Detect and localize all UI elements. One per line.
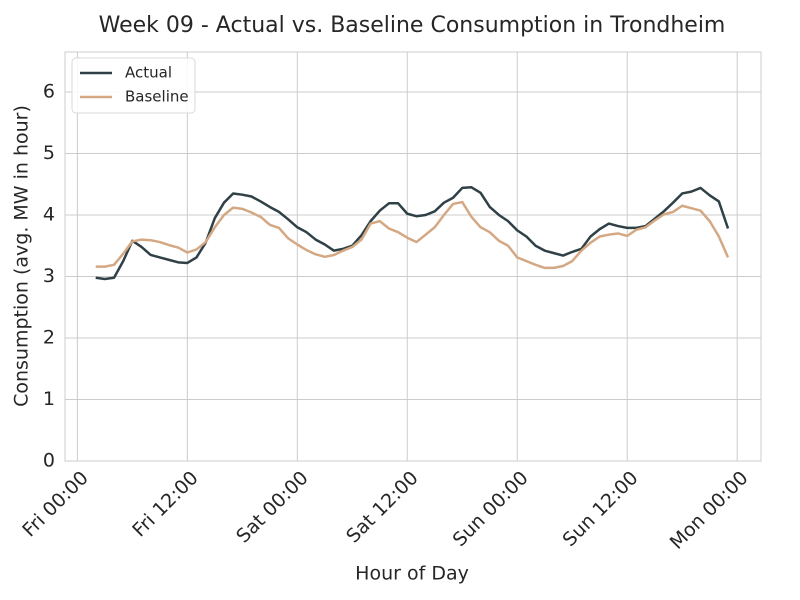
x-axis-label: Hour of Day (355, 563, 469, 585)
y-tick-label: 4 (43, 203, 55, 225)
x-tick-label: Sat 00:00 (232, 467, 313, 548)
x-tick-label: Mon 00:00 (666, 467, 753, 554)
x-tick-label: Sat 12:00 (342, 467, 423, 548)
y-tick-label: 5 (43, 142, 55, 164)
y-tick-label: 2 (43, 326, 55, 348)
line (95, 200, 730, 270)
plot-border (64, 51, 762, 462)
x-tick-label: Sun 00:00 (449, 467, 533, 551)
y-tick-label: 3 (43, 265, 55, 287)
y-tick-label: 1 (43, 388, 55, 410)
chart-title: Week 09 - Actual vs. Baseline Consumptio… (99, 13, 726, 38)
legend-label: Actual (125, 64, 172, 82)
line (95, 186, 730, 281)
legend-label: Baseline (125, 88, 189, 106)
y-tick-label: 0 (43, 450, 55, 472)
x-tick-label: Fri 00:00 (18, 467, 93, 542)
y-tick-label: 6 (43, 80, 55, 102)
x-tick-label: Fri 12:00 (128, 467, 203, 542)
x-tick-label: Sun 12:00 (559, 467, 643, 551)
y-axis-label: Consumption (avg. MW in hour) (11, 105, 33, 407)
